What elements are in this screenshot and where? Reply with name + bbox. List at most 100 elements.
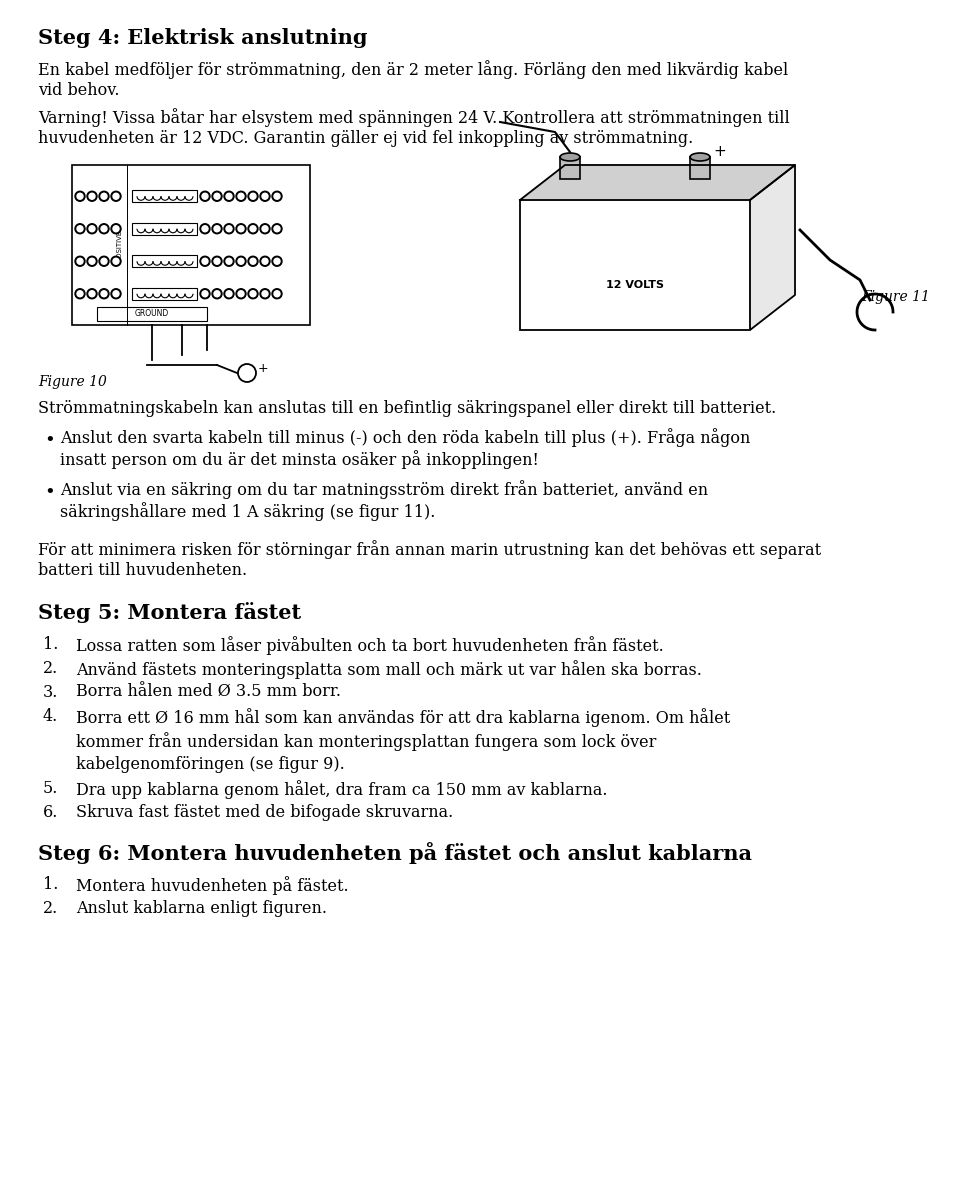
Circle shape xyxy=(77,259,83,265)
Circle shape xyxy=(212,256,222,266)
Circle shape xyxy=(250,291,256,297)
Circle shape xyxy=(238,193,244,199)
Circle shape xyxy=(274,259,280,265)
Circle shape xyxy=(262,291,268,297)
Circle shape xyxy=(200,191,210,201)
Text: 6.: 6. xyxy=(42,803,58,821)
Circle shape xyxy=(214,259,220,265)
Text: kommer från undersidan kan monteringsplattan fungera som lock över: kommer från undersidan kan monteringspla… xyxy=(76,732,657,751)
Circle shape xyxy=(113,193,119,199)
Circle shape xyxy=(113,225,119,231)
Circle shape xyxy=(200,256,210,266)
Text: 5.: 5. xyxy=(42,780,58,797)
Text: huvudenheten är 12 VDC. Garantin gäller ej vid fel inkoppling av strömmatning.: huvudenheten är 12 VDC. Garantin gäller … xyxy=(38,130,693,147)
Circle shape xyxy=(77,291,83,297)
Text: Strömmatningskabeln kan anslutas till en befintlig säkringspanel eller direkt ti: Strömmatningskabeln kan anslutas till en… xyxy=(38,401,777,417)
Circle shape xyxy=(238,259,244,265)
Circle shape xyxy=(75,191,85,201)
Circle shape xyxy=(89,225,95,231)
Text: Steg 5: Montera fästet: Steg 5: Montera fästet xyxy=(38,602,301,623)
Circle shape xyxy=(75,224,85,234)
Circle shape xyxy=(99,224,109,234)
Bar xyxy=(72,164,310,325)
Circle shape xyxy=(200,288,210,299)
Bar xyxy=(520,200,750,330)
Circle shape xyxy=(238,225,244,231)
Circle shape xyxy=(212,191,222,201)
Circle shape xyxy=(89,193,95,199)
Circle shape xyxy=(214,193,220,199)
Circle shape xyxy=(272,191,282,201)
Circle shape xyxy=(224,288,234,299)
Circle shape xyxy=(274,225,280,231)
Text: 3.: 3. xyxy=(42,684,58,701)
Circle shape xyxy=(262,259,268,265)
Circle shape xyxy=(224,224,234,234)
Circle shape xyxy=(87,256,97,266)
Circle shape xyxy=(248,224,258,234)
Circle shape xyxy=(260,191,270,201)
Circle shape xyxy=(250,193,256,199)
Circle shape xyxy=(272,288,282,299)
Text: Montera huvudenheten på fästet.: Montera huvudenheten på fästet. xyxy=(76,876,348,895)
Circle shape xyxy=(236,224,246,234)
Circle shape xyxy=(202,291,208,297)
Text: Skruva fast fästet med de bifogade skruvarna.: Skruva fast fästet med de bifogade skruv… xyxy=(76,803,453,821)
Circle shape xyxy=(260,224,270,234)
Circle shape xyxy=(236,288,246,299)
Circle shape xyxy=(101,193,107,199)
Text: •: • xyxy=(44,483,56,501)
Text: kabelgenomföringen (se figur 9).: kabelgenomföringen (se figur 9). xyxy=(76,756,345,772)
Bar xyxy=(132,191,197,203)
Circle shape xyxy=(200,224,210,234)
Text: Lossa ratten som låser pivåbulten och ta bort huvudenheten från fästet.: Lossa ratten som låser pivåbulten och ta… xyxy=(76,637,663,654)
Text: 4.: 4. xyxy=(43,708,58,725)
Text: Borra ett Ø 16 mm hål som kan användas för att dra kablarna igenom. Om hålet: Borra ett Ø 16 mm hål som kan användas f… xyxy=(76,708,731,727)
Text: insatt person om du är det minsta osäker på inkopplingen!: insatt person om du är det minsta osäker… xyxy=(60,451,539,468)
Circle shape xyxy=(224,191,234,201)
Circle shape xyxy=(212,224,222,234)
Circle shape xyxy=(202,225,208,231)
Circle shape xyxy=(260,256,270,266)
Circle shape xyxy=(89,291,95,297)
Text: En kabel medföljer för strömmatning, den är 2 meter lång. Förläng den med likvär: En kabel medföljer för strömmatning, den… xyxy=(38,60,788,79)
Circle shape xyxy=(101,259,107,265)
Text: vid behov.: vid behov. xyxy=(38,82,119,99)
Text: Borra hålen med Ø 3.5 mm borr.: Borra hålen med Ø 3.5 mm borr. xyxy=(76,684,341,701)
Circle shape xyxy=(236,256,246,266)
Circle shape xyxy=(260,288,270,299)
Circle shape xyxy=(224,256,234,266)
Text: Figure 10: Figure 10 xyxy=(38,375,107,389)
Text: 12 VOLTS: 12 VOLTS xyxy=(606,280,664,290)
Circle shape xyxy=(87,224,97,234)
Ellipse shape xyxy=(690,153,710,161)
Circle shape xyxy=(274,291,280,297)
Circle shape xyxy=(214,225,220,231)
Circle shape xyxy=(236,191,246,201)
Text: +: + xyxy=(713,144,727,160)
Circle shape xyxy=(111,256,121,266)
Text: Varning! Vissa båtar har elsystem med spänningen 24 V. Kontrollera att strömmatn: Varning! Vissa båtar har elsystem med sp… xyxy=(38,108,790,126)
Circle shape xyxy=(212,288,222,299)
Circle shape xyxy=(111,288,121,299)
Circle shape xyxy=(113,291,119,297)
Circle shape xyxy=(248,288,258,299)
Circle shape xyxy=(238,291,244,297)
Circle shape xyxy=(250,225,256,231)
Text: Steg 6: Montera huvudenheten på fästet och anslut kablarna: Steg 6: Montera huvudenheten på fästet o… xyxy=(38,842,752,864)
Text: batteri till huvudenheten.: batteri till huvudenheten. xyxy=(38,561,247,579)
Text: 2.: 2. xyxy=(43,900,58,917)
Text: Dra upp kablarna genom hålet, dra fram ca 150 mm av kablarna.: Dra upp kablarna genom hålet, dra fram c… xyxy=(76,780,608,799)
Circle shape xyxy=(111,224,121,234)
Circle shape xyxy=(262,225,268,231)
Circle shape xyxy=(101,225,107,231)
Circle shape xyxy=(77,193,83,199)
Bar xyxy=(132,223,197,235)
Circle shape xyxy=(226,291,232,297)
Text: 1.: 1. xyxy=(42,637,58,653)
Bar xyxy=(132,255,197,267)
Bar xyxy=(690,157,710,179)
Circle shape xyxy=(101,291,107,297)
Bar xyxy=(97,308,207,321)
Text: Steg 4: Elektrisk anslutning: Steg 4: Elektrisk anslutning xyxy=(38,27,368,48)
